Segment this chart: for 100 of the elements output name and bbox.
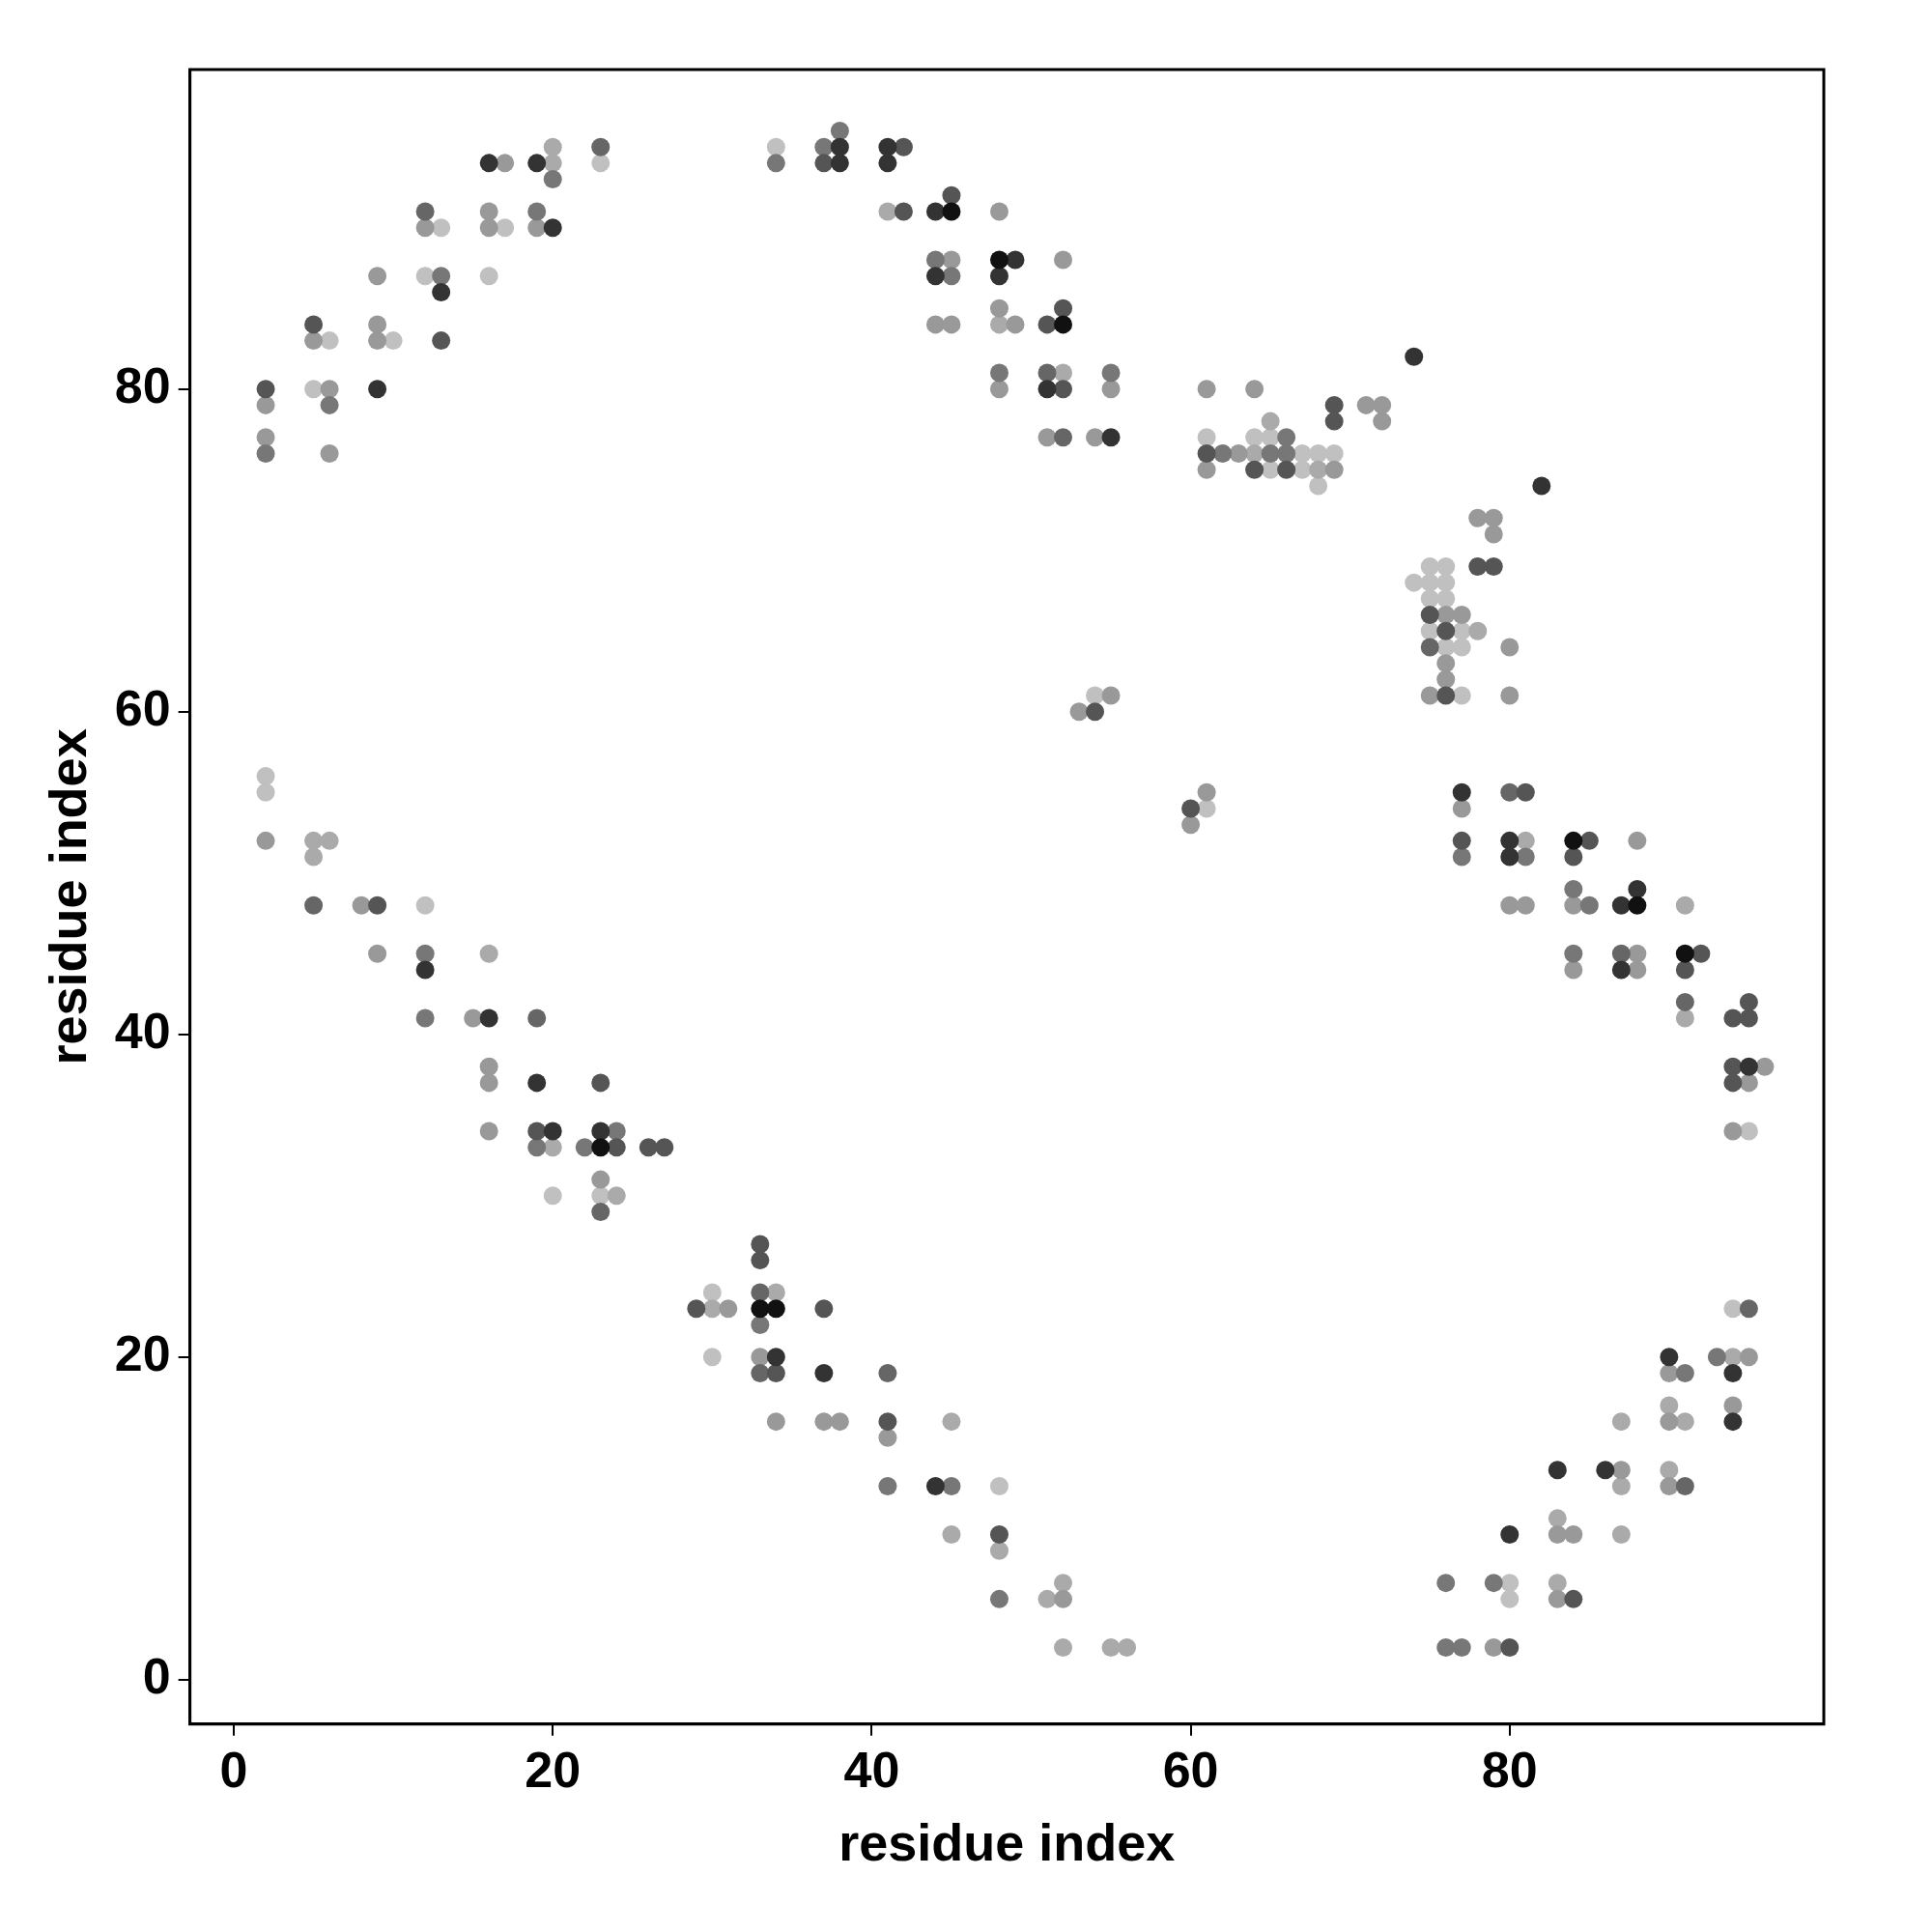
point: [368, 895, 387, 915]
point: [1548, 1509, 1567, 1528]
point: [751, 1283, 770, 1302]
point: [1197, 428, 1216, 447]
point: [989, 1525, 1009, 1545]
point: [1564, 847, 1583, 867]
point: [878, 1412, 897, 1432]
point: [320, 831, 339, 850]
point: [1500, 831, 1520, 850]
point: [591, 1203, 611, 1222]
point: [766, 1364, 785, 1383]
point: [1611, 960, 1631, 980]
point: [1611, 895, 1631, 915]
y-tick-label: 20: [114, 1325, 171, 1382]
point: [1324, 395, 1344, 414]
point: [989, 250, 1009, 270]
point: [591, 137, 611, 156]
point: [1579, 831, 1599, 850]
point: [1436, 589, 1456, 609]
point: [925, 250, 945, 270]
point: [1500, 782, 1520, 802]
point: [1086, 702, 1105, 722]
point: [256, 782, 275, 802]
point: [1436, 1637, 1456, 1657]
point: [878, 137, 897, 156]
point: [1101, 1637, 1121, 1657]
point: [432, 267, 451, 286]
point: [607, 1186, 626, 1206]
point: [1277, 460, 1296, 479]
point: [1484, 556, 1503, 576]
point: [1675, 992, 1694, 1011]
point: [527, 1009, 547, 1028]
point: [878, 154, 897, 173]
point: [1324, 444, 1344, 464]
point: [527, 1073, 547, 1093]
point: [1309, 476, 1328, 496]
point: [1054, 428, 1073, 447]
point: [304, 847, 324, 867]
point: [1739, 1009, 1758, 1028]
point: [527, 154, 547, 173]
point: [496, 218, 515, 238]
point: [256, 444, 275, 464]
point: [766, 154, 785, 173]
x-tick-label: 20: [525, 1742, 582, 1799]
point: [543, 1186, 562, 1206]
point: [304, 895, 324, 915]
point: [1564, 831, 1583, 850]
point: [1611, 944, 1631, 963]
point: [415, 202, 435, 221]
point: [415, 960, 435, 980]
point: [1628, 895, 1647, 915]
point: [256, 767, 275, 786]
point: [1277, 428, 1296, 447]
y-tick-label: 0: [142, 1648, 171, 1705]
point: [1723, 1412, 1743, 1432]
point: [1516, 847, 1535, 867]
point: [1468, 621, 1488, 640]
point: [1548, 1574, 1567, 1593]
point: [1675, 1364, 1694, 1383]
point: [1405, 573, 1424, 592]
point: [1452, 831, 1471, 850]
point: [925, 267, 945, 286]
point: [1739, 1122, 1758, 1141]
point: [543, 170, 562, 189]
point: [1660, 1348, 1679, 1367]
point: [702, 1348, 722, 1367]
y-tick-label: 60: [114, 680, 171, 737]
point: [1037, 1589, 1057, 1608]
y-axis-title: residue index: [39, 728, 98, 1065]
point: [1611, 1412, 1631, 1432]
point: [1054, 380, 1073, 399]
point: [543, 218, 562, 238]
point: [320, 395, 339, 414]
point: [1500, 847, 1520, 867]
point: [766, 137, 785, 156]
point: [1213, 444, 1233, 464]
point: [751, 1299, 770, 1319]
point: [1723, 1009, 1743, 1028]
point: [320, 331, 339, 351]
point: [814, 1299, 834, 1319]
point: [1324, 412, 1344, 431]
point: [1452, 782, 1471, 802]
point: [925, 202, 945, 221]
point: [527, 1122, 547, 1141]
point: [1118, 1637, 1137, 1657]
point: [878, 1364, 897, 1383]
point: [942, 202, 961, 221]
point: [1675, 1412, 1694, 1432]
point: [1420, 606, 1439, 625]
point: [878, 202, 897, 221]
point: [702, 1283, 722, 1302]
point: [1452, 1637, 1471, 1657]
point: [432, 331, 451, 351]
point: [1037, 380, 1057, 399]
point: [479, 267, 498, 286]
point: [989, 1589, 1009, 1608]
point: [1054, 298, 1073, 318]
point: [1436, 686, 1456, 705]
point: [1101, 428, 1121, 447]
point: [1660, 1461, 1679, 1480]
